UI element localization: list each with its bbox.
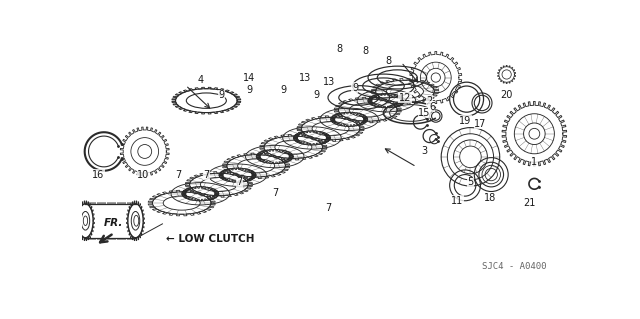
Text: 7: 7 — [273, 188, 279, 198]
Text: 9: 9 — [246, 85, 253, 95]
Text: 13: 13 — [323, 77, 335, 87]
Text: 7: 7 — [204, 170, 209, 180]
Text: 7: 7 — [175, 170, 181, 180]
Text: 19: 19 — [459, 116, 471, 126]
Text: 16: 16 — [92, 170, 105, 180]
Text: 10: 10 — [137, 170, 149, 180]
Text: 20: 20 — [500, 90, 513, 100]
Text: 6: 6 — [429, 102, 435, 112]
Text: FR.: FR. — [104, 219, 124, 228]
Text: SJC4 - A0400: SJC4 - A0400 — [482, 263, 547, 271]
Text: 9: 9 — [314, 90, 319, 100]
Text: 9: 9 — [219, 90, 225, 100]
Text: 8: 8 — [362, 46, 368, 56]
Text: 5: 5 — [467, 177, 474, 187]
Text: 14: 14 — [243, 72, 255, 83]
Text: 11: 11 — [451, 196, 463, 206]
Text: 15: 15 — [418, 108, 431, 118]
Text: 17: 17 — [474, 119, 486, 129]
Text: 9: 9 — [280, 85, 287, 95]
Text: 13: 13 — [299, 72, 311, 83]
Text: 9: 9 — [352, 83, 358, 93]
Text: 18: 18 — [484, 193, 496, 203]
Text: 2: 2 — [426, 96, 433, 106]
Text: 7: 7 — [236, 177, 243, 187]
Text: 12: 12 — [399, 93, 411, 103]
Text: 8: 8 — [385, 56, 391, 66]
Text: 1: 1 — [531, 157, 538, 167]
Text: ← LOW CLUTCH: ← LOW CLUTCH — [166, 234, 255, 244]
Text: 4: 4 — [198, 75, 204, 85]
Text: 3: 3 — [421, 146, 428, 157]
Text: 21: 21 — [524, 198, 536, 208]
Text: 7: 7 — [325, 204, 331, 213]
Text: 8: 8 — [337, 44, 342, 54]
